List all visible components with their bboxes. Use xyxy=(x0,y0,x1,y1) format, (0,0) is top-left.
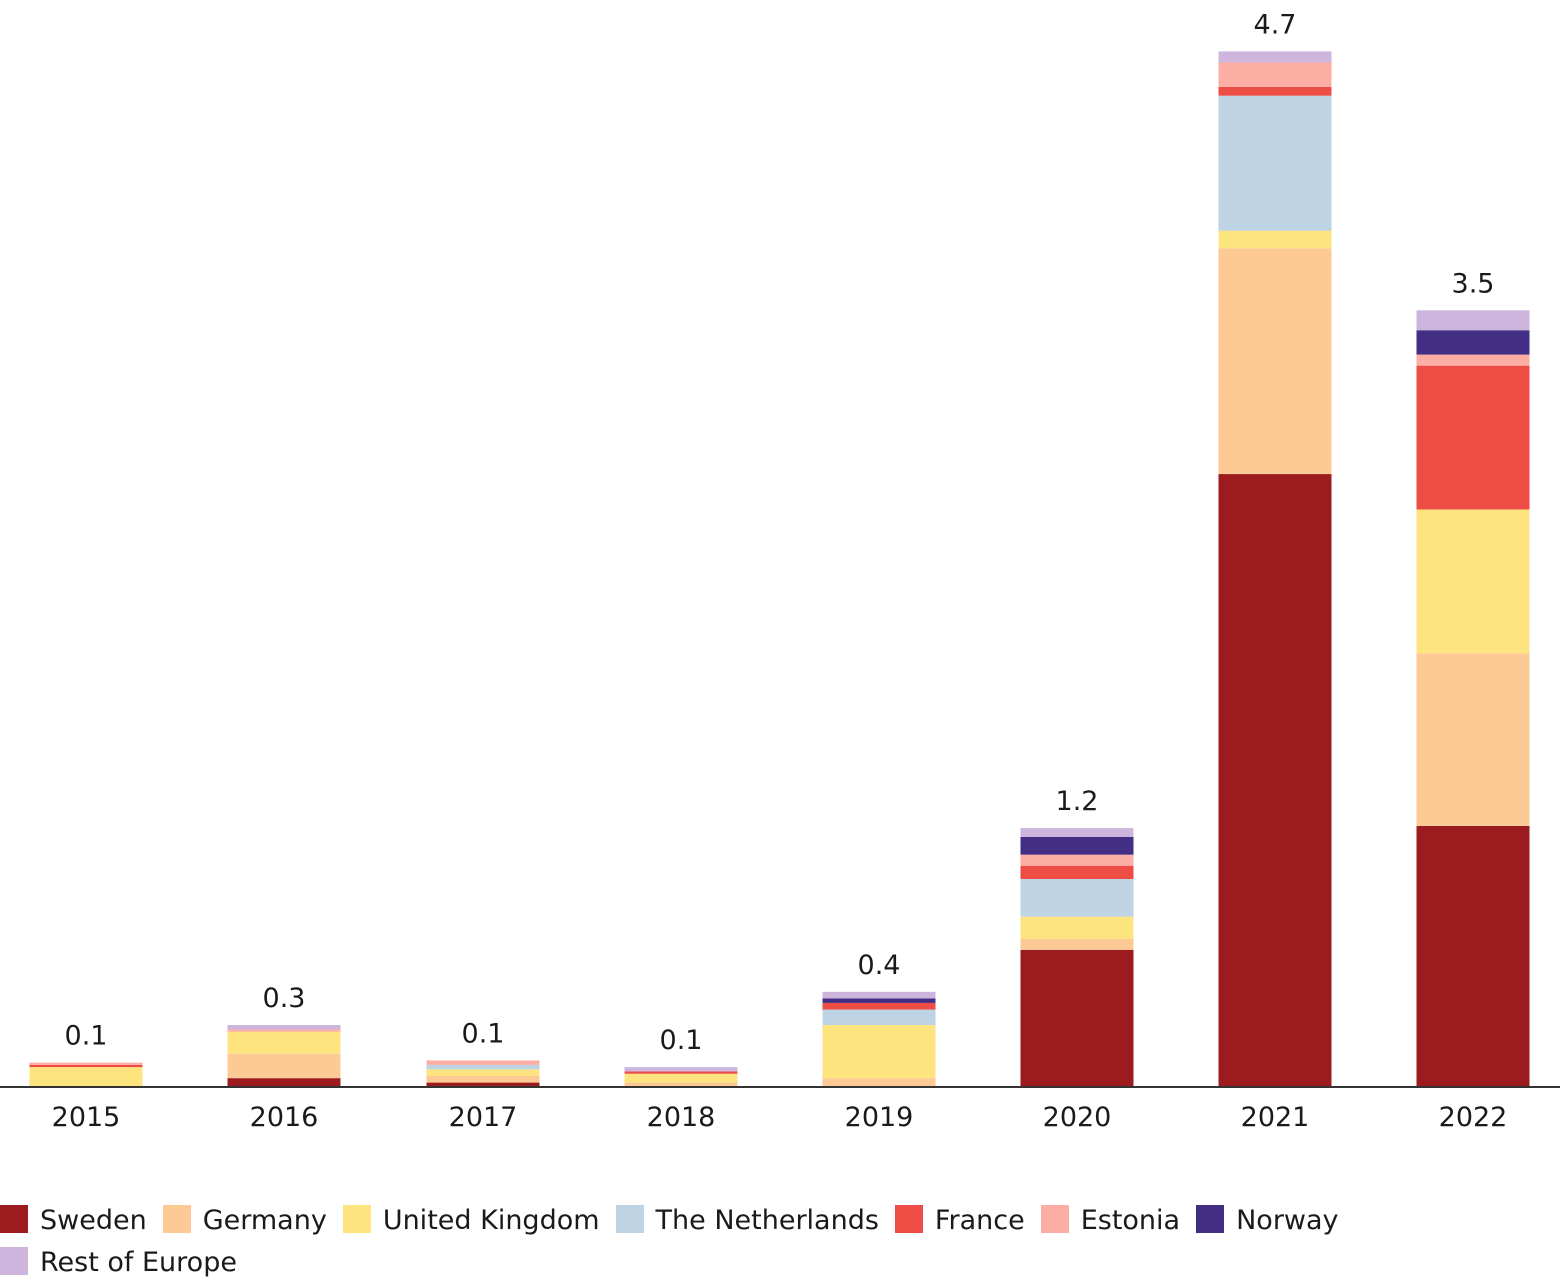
bar-segment-2022-germany xyxy=(1416,653,1530,826)
bar-segment-2019-germany xyxy=(822,1078,936,1087)
bar-segment-2017-united-kingdom xyxy=(426,1069,540,1076)
x-tick-label-2017: 2017 xyxy=(449,1102,518,1133)
legend: Sweden Germany United Kingdom The Netherlan… xyxy=(0,1200,1520,1284)
bar-segment-2015-france xyxy=(29,1064,143,1068)
total-label-2021: 4.7 xyxy=(1254,9,1297,40)
legend-label: Germany xyxy=(202,1205,327,1236)
x-tick-label-2020: 2020 xyxy=(1043,1102,1112,1133)
legend-swatch xyxy=(0,1205,28,1233)
legend-swatch xyxy=(342,1205,371,1233)
legend-item-rest-of-europe: Rest of Europe xyxy=(0,1242,237,1284)
legend-swatch xyxy=(1040,1205,1069,1233)
bar-segment-2017-germany xyxy=(426,1075,540,1083)
x-tick-label-2015: 2015 xyxy=(52,1102,121,1133)
total-label-2015: 0.1 xyxy=(65,1021,108,1052)
bar-segment-2020-the-netherlands xyxy=(1020,879,1134,917)
legend-item-the-netherlands: The Netherlands xyxy=(615,1200,879,1242)
bar-segment-2020-rest-of-europe xyxy=(1020,828,1134,837)
bar-segment-2019-rest-of-europe xyxy=(822,991,936,999)
stacked-bar-chart: 0.10.30.1 0.10.41.24.73.5 2015 2016 2017 201… xyxy=(0,9,1560,1133)
total-label-2016: 0.3 xyxy=(263,983,306,1014)
legend-label: Norway xyxy=(1236,1205,1339,1236)
x-tick-label-2019: 2019 xyxy=(845,1102,914,1133)
x-tick-labels-group: 2015 2016 2017 2018 2019 2020 2021 2022 xyxy=(52,1102,1508,1133)
bar-segment-2015-estonia xyxy=(29,1062,143,1065)
bar-segment-2021-united-kingdom xyxy=(1218,230,1332,249)
bar-segment-2019-the-netherlands xyxy=(822,1009,936,1026)
bars-group xyxy=(29,51,1530,1087)
legend-label: United Kingdom xyxy=(382,1205,600,1236)
x-tick-label-2016: 2016 xyxy=(250,1102,319,1133)
legend-item-france: France xyxy=(894,1200,1025,1242)
bar-segment-2020-norway xyxy=(1020,836,1134,855)
bar-segment-2016-rest-of-europe xyxy=(227,1025,341,1030)
legend-swatch xyxy=(0,1247,28,1275)
bar-segment-2021-rest-of-europe xyxy=(1218,51,1332,63)
legend-swatch xyxy=(162,1205,191,1233)
bar-segment-2022-rest-of-europe xyxy=(1416,310,1530,331)
legend-item-united-kingdom: United Kingdom xyxy=(342,1200,600,1242)
bar-segment-2020-sweden xyxy=(1020,949,1134,1087)
bar-segment-2021-sweden xyxy=(1218,474,1332,1087)
bar-segment-2022-france xyxy=(1416,365,1530,510)
bar-segment-2020-germany xyxy=(1020,938,1134,950)
bar-segment-2020-estonia xyxy=(1020,854,1134,866)
bar-segment-2018-rest-of-europe xyxy=(624,1067,738,1072)
legend-item-estonia: Estonia xyxy=(1040,1200,1181,1242)
bar-segment-2020-france xyxy=(1020,865,1134,879)
bar-segment-2015-united-kingdom xyxy=(29,1067,143,1087)
total-label-2020: 1.2 xyxy=(1056,786,1099,817)
bar-segment-2017-the-netherlands xyxy=(426,1064,540,1070)
bar-segment-2021-the-netherlands xyxy=(1218,95,1332,231)
legend-swatch xyxy=(615,1205,644,1233)
legend-label: France xyxy=(934,1205,1025,1236)
total-label-2019: 0.4 xyxy=(858,950,901,981)
legend-label: The Netherlands xyxy=(655,1205,879,1236)
bar-segment-2019-united-kingdom xyxy=(822,1025,936,1079)
legend-swatch xyxy=(1196,1205,1225,1233)
total-label-2018: 0.1 xyxy=(660,1025,703,1056)
bar-segment-2019-norway xyxy=(822,998,936,1003)
bar-segment-2020-united-kingdom xyxy=(1020,916,1134,939)
legend-swatch xyxy=(894,1205,923,1233)
bar-segment-2016-germany xyxy=(227,1053,341,1079)
bar-segment-2022-sweden xyxy=(1416,825,1530,1087)
bar-segment-2018-germany xyxy=(624,1082,738,1087)
bar-segment-2017-sweden xyxy=(426,1082,540,1087)
legend-item-sweden: Sweden xyxy=(0,1200,147,1242)
bar-segment-2021-france xyxy=(1218,86,1332,96)
x-tick-label-2021: 2021 xyxy=(1241,1102,1310,1133)
bar-segment-2016-sweden xyxy=(227,1078,341,1087)
legend-label: Estonia xyxy=(1080,1205,1181,1236)
legend-item-germany: Germany xyxy=(162,1200,327,1242)
legend-item-norway: Norway xyxy=(1196,1200,1339,1242)
bar-segment-2022-estonia xyxy=(1416,354,1530,366)
bar-segment-2019-france xyxy=(822,1002,936,1010)
bar-segment-2017-estonia xyxy=(426,1060,540,1065)
total-label-2022: 3.5 xyxy=(1452,268,1495,299)
bar-segment-2016-united-kingdom xyxy=(227,1031,341,1054)
bar-segment-2016-estonia xyxy=(227,1029,341,1032)
total-labels-group: 0.1 0.3 0.1 0.1 0.4 1.2 4.7 3.5 xyxy=(65,9,1495,1056)
total-label-2017: 0.1 xyxy=(462,1018,505,1049)
bar-segment-2021-estonia xyxy=(1218,62,1332,87)
bar-segment-2021-germany xyxy=(1218,248,1332,475)
bar-segment-2022-united-kingdom xyxy=(1416,509,1530,654)
legend-label: Sweden xyxy=(40,1205,147,1236)
bar-segment-2018-france xyxy=(624,1071,738,1074)
x-tick-label-2018: 2018 xyxy=(647,1102,716,1133)
x-tick-label-2022: 2022 xyxy=(1439,1102,1508,1133)
legend-label: Rest of Europe xyxy=(40,1247,237,1278)
bar-segment-2022-norway xyxy=(1416,330,1530,355)
bar-segment-2018-united-kingdom xyxy=(624,1073,738,1083)
